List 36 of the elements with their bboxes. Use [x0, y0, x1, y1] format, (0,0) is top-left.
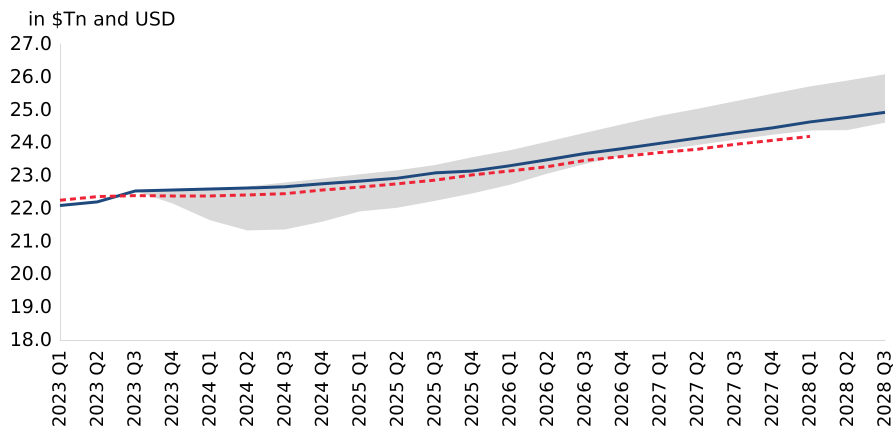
x-tick-label: 2025 Q3	[424, 350, 446, 428]
x-tick-label: 2028 Q3	[874, 350, 895, 428]
x-tick-label: 2025 Q2	[387, 350, 408, 428]
x-tick-label: 2024 Q1	[200, 350, 220, 428]
x-tick-label: 2027 Q2	[687, 350, 708, 428]
y-tick-label: 27.0	[10, 33, 52, 55]
x-tick-label: 2024 Q4	[312, 350, 333, 428]
x-tick-label: 2026 Q2	[537, 350, 558, 428]
y-tick-label: 22.0	[10, 197, 52, 220]
x-tick-label: 2024 Q3	[274, 350, 296, 428]
x-tick-label: 2026 Q3	[574, 350, 596, 428]
x-tick-label: 2023 Q3	[124, 350, 146, 428]
x-tick-label: 2026 Q4	[612, 350, 633, 428]
line-series	[58, 134, 812, 202]
line-series	[58, 110, 886, 207]
y-tick-label: 20.0	[10, 263, 52, 286]
y-tick-label: 24.0	[10, 132, 52, 154]
x-tick-label: 2025 Q1	[350, 350, 370, 428]
y-tick-label: 21.0	[10, 230, 52, 252]
x-tick-label: 2023 Q2	[87, 350, 108, 428]
y-tick-label: 18.0	[10, 329, 52, 351]
x-tick-label: 2027 Q3	[724, 350, 746, 428]
x-tick-label: 2024 Q2	[237, 350, 258, 428]
x-tick-label: 2027 Q4	[762, 350, 783, 428]
y-tick-label: 26.0	[10, 66, 52, 88]
y-tick-label: 25.0	[10, 98, 52, 121]
y-tick-label: 23.0	[10, 164, 52, 187]
y-axis-title: in $Tn and USD	[28, 8, 176, 30]
x-tick-label: 2023 Q1	[50, 350, 70, 428]
x-tick-label: 2028 Q2	[837, 350, 858, 428]
x-tick-label: 2027 Q1	[650, 350, 670, 428]
x-tick-label: 2028 Q1	[800, 350, 820, 428]
x-tick-label: 2023 Q4	[162, 350, 183, 428]
y-tick-label: 19.0	[10, 296, 52, 318]
x-tick-label: 2025 Q4	[462, 350, 483, 428]
x-tick-label: 2026 Q1	[500, 350, 520, 428]
